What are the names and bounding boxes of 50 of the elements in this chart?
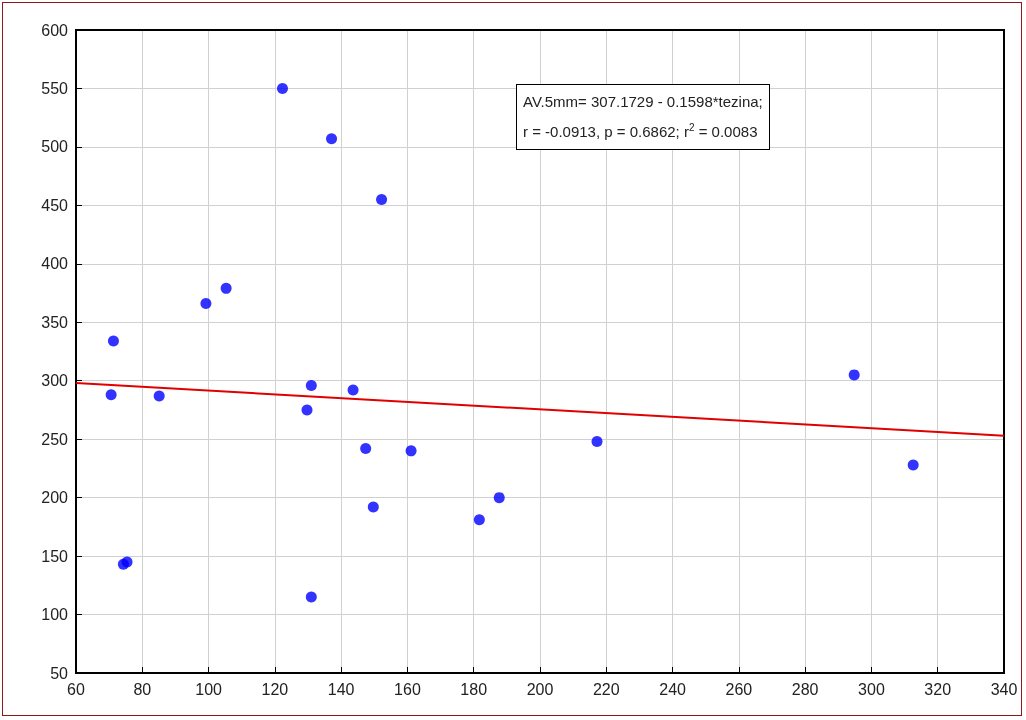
x-tick-label: 140 — [327, 680, 355, 698]
annotation: AV.5mm= 307.1729 - 0.1598*tezina; — [523, 93, 763, 110]
point — [848, 369, 860, 381]
point — [153, 390, 165, 402]
point — [493, 492, 505, 504]
point — [360, 443, 372, 455]
point — [326, 133, 338, 145]
x-tick-label: 280 — [791, 680, 819, 698]
point — [473, 514, 485, 526]
point — [305, 591, 317, 603]
point — [591, 436, 603, 448]
y-tick-label: 250 — [41, 430, 69, 448]
x-tick-label: 80 — [133, 680, 152, 698]
y-tick-label: 500 — [41, 138, 69, 156]
y-tick-label: 550 — [41, 79, 69, 97]
y-tick-label: 600 — [41, 21, 69, 39]
point — [121, 556, 133, 568]
x-tick-label: 220 — [592, 680, 620, 698]
y-tick-label: 50 — [50, 664, 69, 682]
point — [405, 445, 417, 457]
point — [305, 379, 317, 391]
point — [200, 298, 212, 310]
point — [376, 194, 388, 206]
point — [907, 459, 919, 471]
y-tick-label: 400 — [41, 255, 69, 273]
point — [107, 335, 119, 347]
y-tick-label: 300 — [41, 372, 69, 390]
point — [220, 282, 232, 294]
y-tick-label: 350 — [41, 313, 69, 331]
point — [105, 389, 117, 401]
x-tick-label: 300 — [858, 680, 885, 698]
x-tick-label: 120 — [261, 680, 289, 698]
x-tick-label: 180 — [460, 680, 488, 698]
y-tick-label: 450 — [41, 196, 69, 214]
x-tick-label: 340 — [990, 680, 1018, 698]
y-tick-label: 200 — [41, 489, 69, 507]
x-tick-label: 60 — [67, 680, 85, 698]
x-tick-label: 240 — [659, 680, 687, 698]
point — [347, 384, 359, 396]
annotation: r = -0.0913, p = 0.6862; r$^{2}$ = 0.0083 — [523, 122, 758, 140]
x-tick-label: 200 — [526, 680, 554, 698]
x-tick-label: 100 — [195, 680, 223, 698]
x-tick-label: 320 — [924, 680, 952, 698]
point — [276, 82, 288, 94]
point — [367, 501, 379, 513]
y-tick-label: 150 — [41, 547, 69, 565]
x-tick-label: 260 — [725, 680, 753, 698]
y-tick-label: 100 — [41, 606, 69, 624]
point — [301, 404, 313, 416]
x-tick-label: 160 — [394, 680, 421, 698]
